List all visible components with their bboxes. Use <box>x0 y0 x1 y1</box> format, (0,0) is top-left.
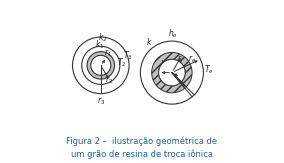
Text: $T_1$: $T_1$ <box>103 59 113 71</box>
Text: $k_1$: $k_1$ <box>95 38 105 51</box>
Circle shape <box>91 55 111 75</box>
Circle shape <box>82 46 120 84</box>
Text: $T_e$: $T_e$ <box>204 64 214 76</box>
Text: $r_e$: $r_e$ <box>188 54 196 65</box>
Circle shape <box>72 37 129 94</box>
Text: $r_i$: $r_i$ <box>177 54 183 65</box>
Text: um grão de resina de troca iônica: um grão de resina de troca iônica <box>71 150 213 159</box>
Text: $k$: $k$ <box>146 36 153 47</box>
Text: $r_1$: $r_1$ <box>104 48 112 59</box>
Text: $k_2$: $k_2$ <box>98 32 107 44</box>
Circle shape <box>87 52 114 79</box>
Text: $h_i$: $h_i$ <box>160 59 168 71</box>
Text: $r_3$: $r_3$ <box>97 96 105 107</box>
Text: $r_2$: $r_2$ <box>105 74 113 86</box>
Text: $T_2$: $T_2$ <box>117 56 127 69</box>
Text: $T_i$: $T_i$ <box>170 72 178 85</box>
Text: $T_3$: $T_3$ <box>123 49 133 62</box>
Text: Figura 2 –  ilustração geométrica de: Figura 2 – ilustração geométrica de <box>66 137 218 146</box>
Wedge shape <box>152 52 192 93</box>
Wedge shape <box>159 59 185 86</box>
Text: $h_e$: $h_e$ <box>168 27 178 40</box>
Circle shape <box>140 41 203 104</box>
